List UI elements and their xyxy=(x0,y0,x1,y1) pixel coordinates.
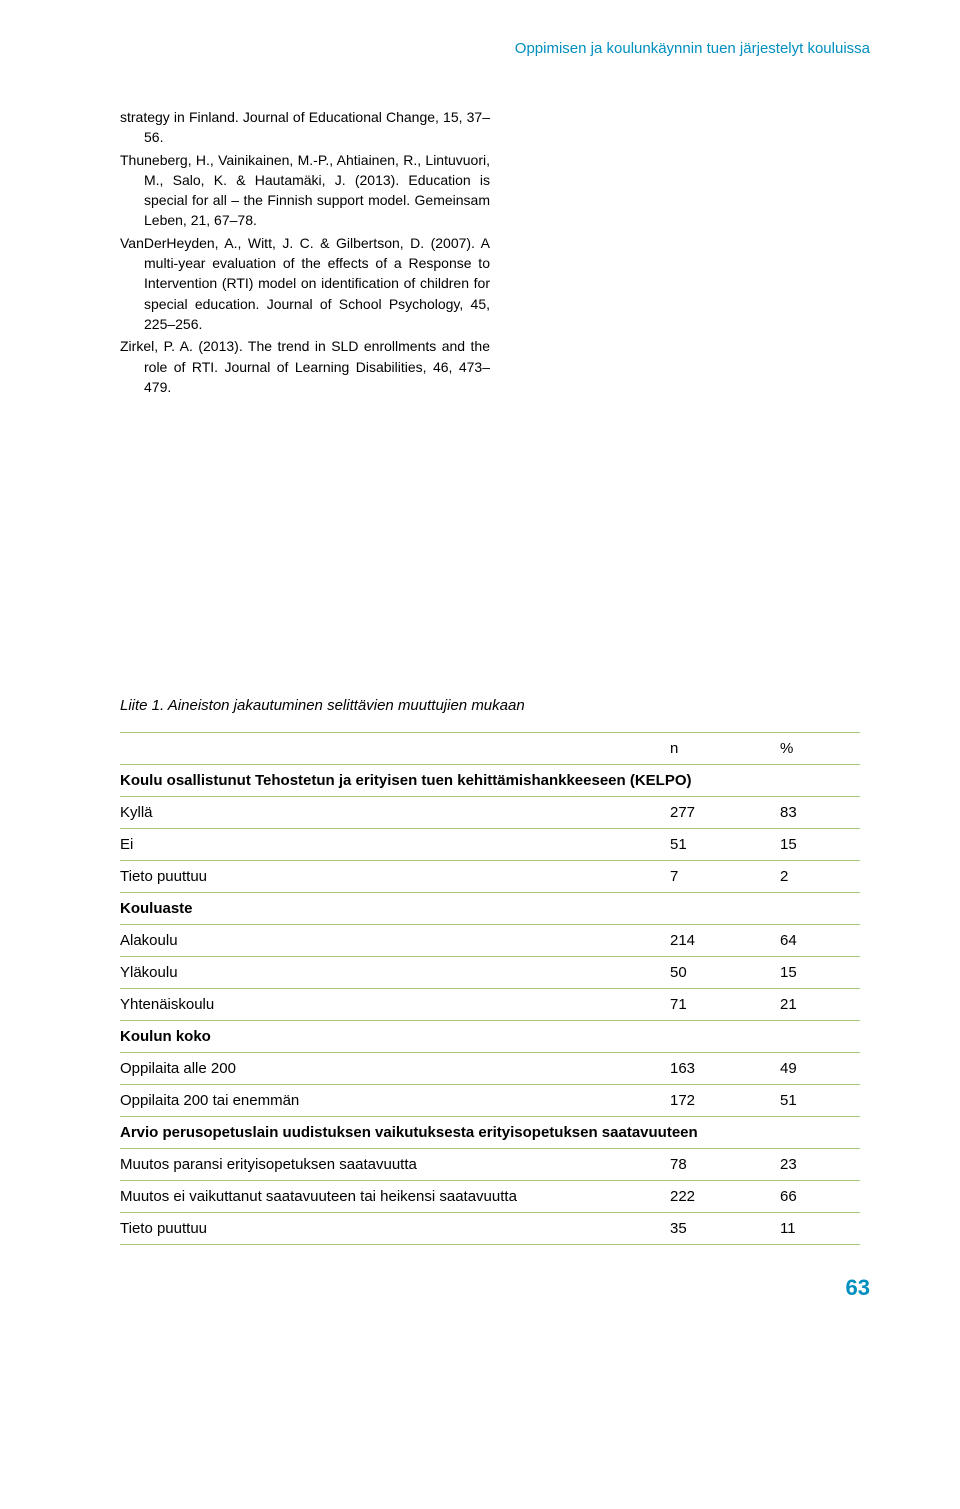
row-pct: 64 xyxy=(780,925,860,957)
reference-entry: Thuneberg, H., Vainikainen, M.-P., Ahtia… xyxy=(120,150,490,231)
row-pct: 51 xyxy=(780,1085,860,1117)
reference-entry: VanDerHeyden, A., Witt, J. C. & Gilberts… xyxy=(120,233,490,334)
row-pct: 11 xyxy=(780,1213,860,1245)
row-n: 7 xyxy=(670,861,780,893)
section-header-cell: Koulun koko xyxy=(120,1021,860,1053)
row-n: 71 xyxy=(670,989,780,1021)
row-label: Yhtenäiskoulu xyxy=(120,989,670,1021)
row-n: 163 xyxy=(670,1053,780,1085)
running-header: Oppimisen ja koulunkäynnin tuen järjeste… xyxy=(120,40,870,57)
row-pct: 2 xyxy=(780,861,860,893)
row-pct: 15 xyxy=(780,829,860,861)
row-n: 214 xyxy=(670,925,780,957)
row-label: Kyllä xyxy=(120,797,670,829)
row-label: Oppilaita 200 tai enemmän xyxy=(120,1085,670,1117)
row-n: 51 xyxy=(670,829,780,861)
row-pct: 49 xyxy=(780,1053,860,1085)
row-n: 50 xyxy=(670,957,780,989)
row-pct: 21 xyxy=(780,989,860,1021)
row-label: Oppilaita alle 200 xyxy=(120,1053,670,1085)
row-n: 78 xyxy=(670,1149,780,1181)
row-pct: 15 xyxy=(780,957,860,989)
row-label: Muutos paransi erityisopetuksen saatavuu… xyxy=(120,1149,670,1181)
row-pct: 23 xyxy=(780,1149,860,1181)
row-label: Ei xyxy=(120,829,670,861)
row-label: Muutos ei vaikuttanut saatavuuteen tai h… xyxy=(120,1181,670,1213)
reference-entry: strategy in Finland. Journal of Educatio… xyxy=(120,107,490,148)
appendix-table: n % Koulu osallistunut Tehostetun ja eri… xyxy=(120,732,860,1245)
col-header-blank xyxy=(120,733,670,765)
row-label: Tieto puuttuu xyxy=(120,1213,670,1245)
row-pct: 66 xyxy=(780,1181,860,1213)
references-block: strategy in Finland. Journal of Educatio… xyxy=(120,107,490,397)
row-label: Yläkoulu xyxy=(120,957,670,989)
row-n: 35 xyxy=(670,1213,780,1245)
page-number: 63 xyxy=(120,1275,870,1301)
col-header-pct: % xyxy=(780,733,860,765)
row-n: 222 xyxy=(670,1181,780,1213)
reference-entry: Zirkel, P. A. (2013). The trend in SLD e… xyxy=(120,336,490,397)
row-label: Alakoulu xyxy=(120,925,670,957)
table-caption: Liite 1. Aineiston jakautuminen selittäv… xyxy=(120,697,870,714)
row-n: 172 xyxy=(670,1085,780,1117)
row-pct: 83 xyxy=(780,797,860,829)
col-header-n: n xyxy=(670,733,780,765)
section-header-cell: Kouluaste xyxy=(120,893,860,925)
section-header-cell: Koulu osallistunut Tehostetun ja erityis… xyxy=(120,765,860,797)
row-n: 277 xyxy=(670,797,780,829)
row-label: Tieto puuttuu xyxy=(120,861,670,893)
section-header-cell: Arvio perusopetuslain uudistuksen vaikut… xyxy=(120,1117,860,1149)
